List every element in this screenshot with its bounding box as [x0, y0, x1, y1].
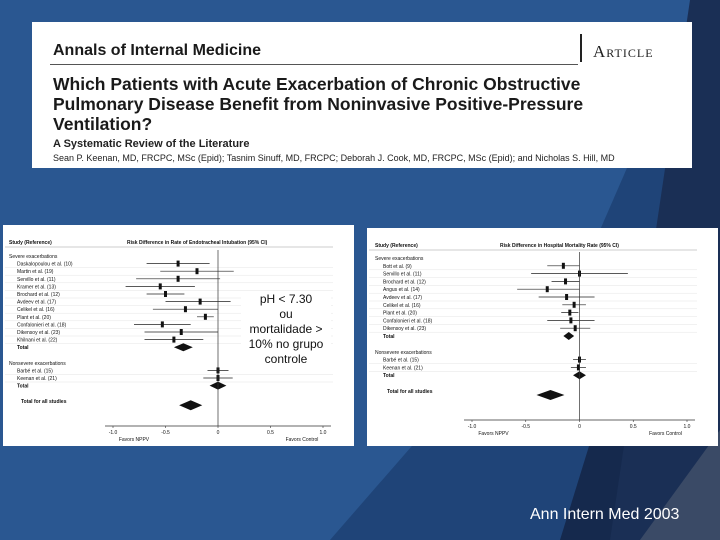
- study-label: Martin et al. (19): [17, 269, 54, 275]
- study-label: Plant et al. (20): [383, 311, 417, 317]
- note-line-4: 10% no grupo: [248, 337, 324, 351]
- citation: Ann Intern Med 2003: [530, 506, 680, 523]
- study-label: Dikensoy et al. (23): [17, 330, 60, 336]
- note-line-3: mortalidade >: [249, 322, 323, 336]
- point-estimate: [179, 329, 183, 335]
- study-label: Bott et al. (9): [383, 264, 412, 270]
- favors-right-label: Favors Control: [649, 431, 682, 437]
- x-tick-label: -1.0: [109, 430, 118, 436]
- study-label: Servillo et al. (11): [383, 272, 422, 278]
- x-tick-label: -0.5: [521, 424, 530, 430]
- study-label: Barbé et al. (15): [17, 368, 53, 374]
- point-estimate: [568, 309, 572, 316]
- x-tick-label: 0.5: [267, 430, 274, 436]
- pooled-diamond: [179, 400, 203, 411]
- point-estimate: [160, 321, 164, 328]
- section-label: Article: [593, 42, 654, 61]
- x-tick-label: 0.5: [630, 424, 637, 430]
- point-estimate: [576, 364, 580, 371]
- x-tick-label: 1.0: [684, 424, 691, 430]
- study-label: Celikel et al. (16): [17, 307, 55, 313]
- study-label: Confalonieri et al. (18): [17, 322, 67, 328]
- point-estimate: [183, 306, 187, 313]
- point-estimate: [195, 268, 199, 275]
- background-corner-shade: [640, 430, 720, 540]
- point-estimate: [573, 325, 577, 332]
- point-estimate: [172, 336, 176, 343]
- header-rule: [50, 64, 578, 65]
- study-label: Barbé et al. (15): [383, 358, 419, 364]
- x-tick-label: 1.0: [320, 430, 327, 436]
- study-label: Kramer et al. (13): [17, 284, 56, 290]
- study-label: Dikensoy et al. (23): [383, 326, 426, 332]
- study-label: Plant et al. (20): [17, 315, 51, 321]
- x-tick-label: -1.0: [468, 424, 477, 430]
- subgroup-header: Nonsevere exacerbations: [9, 361, 66, 367]
- point-estimate: [561, 262, 565, 269]
- point-estimate: [572, 301, 576, 308]
- point-estimate: [176, 260, 180, 267]
- study-label: Brochard et al. (12): [383, 279, 426, 285]
- column-header-effect: Risk Difference in Rate of Endotracheal …: [127, 240, 268, 246]
- study-label: Daskalopoulou et al. (10): [17, 262, 73, 268]
- journal-name: Annals of Internal Medicine: [53, 42, 262, 59]
- study-label: Servillo et al. (11): [17, 277, 56, 283]
- pooled-label: Total for all studies: [387, 389, 433, 395]
- point-estimate: [198, 298, 202, 305]
- article-authors: Sean P. Keenan, MD, FRCPC, MSc (Epid); T…: [53, 153, 615, 163]
- x-tick-label: 0: [217, 430, 220, 436]
- pooled-label: Total for all studies: [21, 399, 67, 405]
- x-tick-label: -0.5: [161, 430, 170, 436]
- note-line-1: pH < 7.30: [259, 292, 313, 306]
- column-header-effect: Risk Difference in Hospital Mortality Ra…: [500, 243, 619, 249]
- subgroup-header: Severe exacerbations: [375, 256, 424, 262]
- study-label: Celikel et al. (16): [383, 303, 421, 309]
- article-header: Annals of Internal Medicine Article Whic…: [32, 22, 692, 168]
- study-label: Keenan et al. (21): [17, 376, 57, 382]
- study-label: Keenan et al. (21): [383, 365, 423, 371]
- favors-left-label: Favors NPPV: [478, 431, 509, 437]
- column-header-study: Study (Reference): [9, 240, 52, 246]
- point-estimate: [569, 317, 573, 324]
- column-header-study: Study (Reference): [375, 243, 418, 249]
- subgroup-header: Nonsevere exacerbations: [375, 350, 432, 356]
- article-title: Which Patients with Acute Exacerbation o…: [53, 74, 584, 134]
- study-label: Khilnani et al. (22): [17, 338, 58, 344]
- pooled-label: Total: [17, 345, 29, 351]
- pooled-diamond: [563, 332, 575, 340]
- point-estimate: [158, 283, 162, 290]
- point-estimate: [176, 275, 180, 282]
- pooled-label: Total: [383, 373, 395, 379]
- point-estimate: [564, 278, 568, 285]
- point-estimate: [565, 294, 569, 300]
- study-label: Avdeev et al. (17): [17, 300, 56, 306]
- mortality-forest-plot: Study (Reference) Risk Difference in Hosp…: [369, 243, 697, 437]
- inclusion-criteria-note: pH < 7.30 ou mortalidade > 10% no grupo …: [241, 292, 331, 367]
- study-label: Avdeev et al. (17): [383, 295, 422, 301]
- favors-right-label: Favors Control: [286, 437, 319, 443]
- point-estimate: [203, 313, 207, 320]
- pooled-diamond: [536, 390, 565, 400]
- header-separator: [580, 34, 582, 62]
- note-line-5: controle: [264, 352, 308, 366]
- note-line-2: ou: [279, 307, 293, 321]
- favors-left-label: Favors NPPV: [119, 437, 150, 443]
- study-label: Brochard et al. (12): [17, 292, 60, 298]
- study-label: Angus et al. (14): [383, 287, 420, 293]
- subgroup-header: Severe exacerbations: [9, 254, 58, 260]
- pooled-label: Total: [17, 384, 29, 390]
- point-estimate: [545, 286, 549, 293]
- pooled-diamond: [173, 343, 193, 352]
- point-estimate: [164, 291, 167, 297]
- study-label: Confalonieri et al. (18): [383, 318, 433, 324]
- pooled-label: Total: [383, 334, 395, 340]
- x-tick-label: 0: [578, 424, 581, 430]
- mortality-forest-plot-panel: Study (Reference) Risk Difference in Hosp…: [367, 228, 718, 446]
- article-subtitle: A Systematic Review of the Literature: [53, 138, 250, 150]
